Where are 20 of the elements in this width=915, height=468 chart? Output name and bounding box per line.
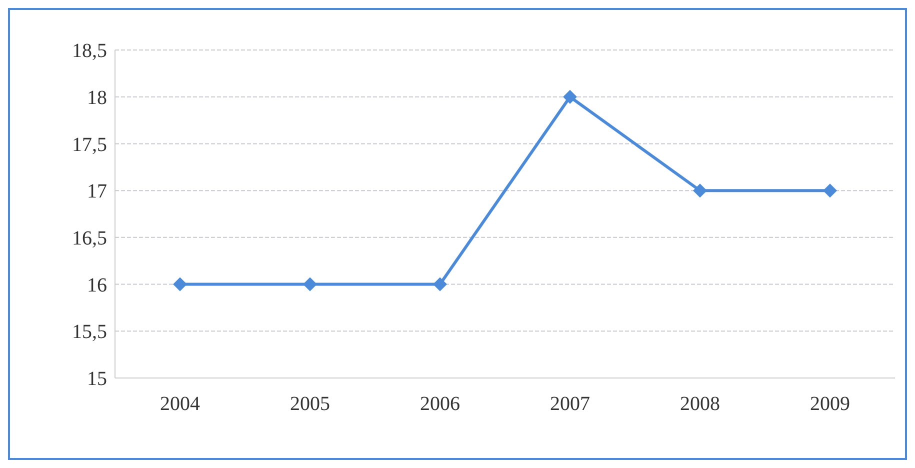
- y-tick-label: 18,5: [72, 40, 107, 62]
- point: [563, 90, 577, 104]
- x-tick-label: 2006: [420, 393, 460, 416]
- point: [173, 277, 187, 292]
- y-tick-label: 15: [87, 368, 107, 390]
- x-tick-label: 2004: [160, 393, 200, 416]
- point: [303, 277, 317, 292]
- y-tick-label: 17: [87, 180, 107, 203]
- point: [693, 184, 707, 198]
- y-tick-label: 16: [87, 274, 107, 296]
- y-tick-label: 17,5: [72, 134, 107, 156]
- x-tick-label: 2007: [550, 393, 590, 416]
- y-tick-label: 15,5: [72, 321, 107, 344]
- x-tick-label: 2005: [290, 393, 330, 416]
- y-tick-label: 18: [87, 86, 107, 109]
- point: [433, 277, 447, 292]
- point: [823, 184, 837, 198]
- x-tick-label: 2009: [810, 393, 850, 416]
- x-tick-label: 2008: [680, 393, 720, 416]
- y-tick-label: 16,5: [72, 228, 107, 250]
